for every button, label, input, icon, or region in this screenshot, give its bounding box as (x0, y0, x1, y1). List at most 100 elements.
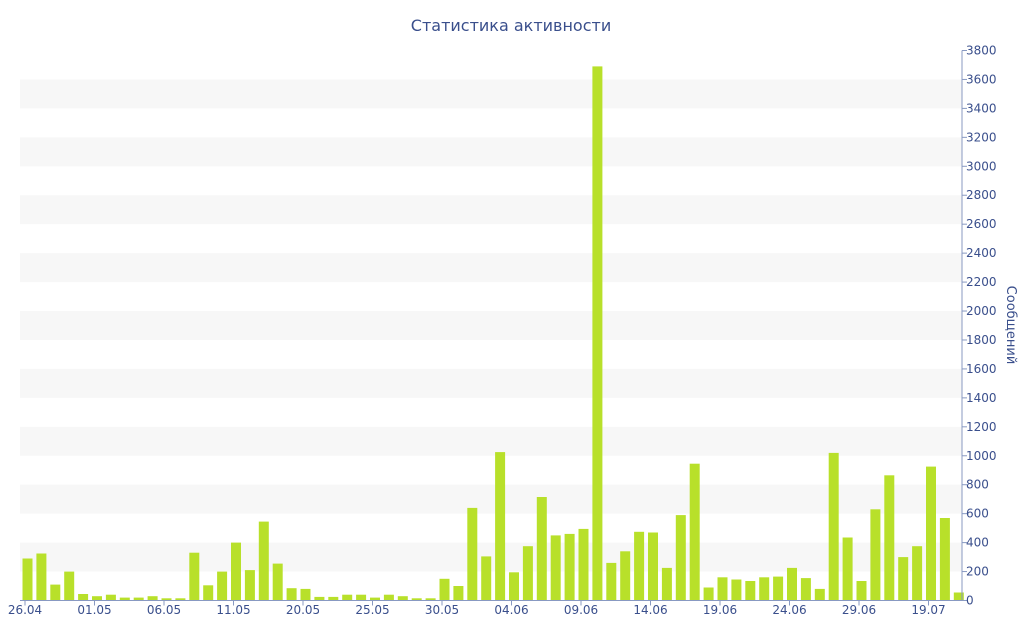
bar (926, 466, 936, 601)
bar (536, 497, 547, 601)
y-tick-label: 2200 (966, 275, 997, 289)
bar (648, 532, 658, 601)
bar (745, 581, 756, 601)
y-tick-label: 600 (966, 507, 989, 521)
y-tick-label: 1400 (966, 391, 997, 405)
bar (898, 557, 909, 601)
bar (550, 535, 561, 601)
y-axis-label: Сообщений (1003, 286, 1018, 365)
bar (64, 571, 75, 601)
x-tick-label: 11.05 (216, 603, 250, 617)
bar (258, 521, 269, 601)
bar (147, 596, 158, 601)
bar (592, 66, 603, 601)
bar (383, 594, 394, 601)
x-tick-label: 06.05 (147, 603, 181, 617)
bar (953, 592, 964, 601)
bar (634, 531, 645, 601)
bar (787, 567, 797, 601)
x-tick-label: 04.06 (494, 603, 528, 617)
grid-band (20, 79, 962, 109)
x-tick-label: 30.05 (425, 603, 459, 617)
bar (912, 546, 923, 601)
grid-band (20, 137, 962, 167)
bar (397, 596, 408, 601)
bar (189, 552, 200, 601)
y-tick-label: 2400 (966, 246, 997, 260)
y-tick-label: 200 (966, 565, 989, 579)
grid-band (20, 484, 962, 514)
y-tick-label: 3400 (966, 101, 997, 115)
bar (92, 596, 102, 601)
bar (133, 597, 144, 601)
y-tick-label: 3200 (966, 130, 997, 144)
bar (703, 587, 714, 601)
bar (411, 598, 422, 601)
bar (50, 584, 61, 601)
bar (522, 546, 533, 601)
y-tick-label: 1600 (966, 362, 997, 376)
bar (564, 533, 575, 601)
x-axis: 26.04 01.05 06.05 11.05 20.05 25.05 30.05 04.06… (8, 600, 962, 617)
bar (342, 594, 353, 601)
bar (939, 518, 950, 601)
x-tick-label: 14.06 (633, 603, 667, 617)
grid-band (20, 368, 962, 398)
bar (453, 586, 464, 601)
y-axis: 0 200 400 600 800 1000 1200 1400 1600 1800 2000 220… (961, 44, 997, 608)
bar (105, 594, 116, 601)
bar (286, 588, 297, 601)
bar (731, 579, 742, 601)
bar (175, 598, 186, 601)
bar (759, 577, 770, 601)
bar (620, 551, 631, 601)
y-tick-label: 1000 (966, 449, 997, 463)
x-tick-label: 29.06 (842, 603, 876, 617)
bar (717, 577, 728, 601)
grid-band (20, 195, 962, 225)
bar (606, 562, 617, 601)
bar (119, 597, 130, 601)
x-tick-label: 19.06 (703, 603, 737, 617)
x-tick-label: 25.05 (355, 603, 389, 617)
bar (814, 588, 825, 601)
bar (828, 452, 839, 601)
bar (314, 596, 325, 601)
bar (675, 515, 686, 601)
bar (578, 528, 589, 601)
bars (22, 66, 964, 601)
bar (661, 567, 672, 601)
x-tick-label: 24.06 (772, 603, 806, 617)
bar (244, 570, 255, 601)
bar (78, 594, 89, 601)
y-tick-label: 3000 (966, 159, 997, 173)
y-tick-label: 2600 (966, 217, 997, 231)
grid-band (20, 253, 962, 283)
bar (856, 581, 867, 601)
bar (161, 598, 172, 601)
y-tick-label: 400 (966, 536, 989, 550)
bar (231, 542, 241, 601)
y-tick-label: 1200 (966, 420, 997, 434)
bar (884, 475, 895, 601)
bar (22, 558, 33, 601)
y-tick-label: 0 (966, 594, 974, 608)
bar (509, 572, 519, 601)
x-tick-label: 26.04 (8, 603, 42, 617)
y-tick-label: 3600 (966, 72, 997, 86)
grid-bands (20, 79, 962, 572)
y-tick-label: 3800 (966, 44, 997, 58)
bar (481, 556, 492, 601)
bar (689, 463, 700, 601)
bar (842, 537, 853, 601)
bar (800, 578, 811, 601)
bar (36, 553, 47, 601)
bar (439, 578, 450, 601)
y-tick-label: 2800 (966, 188, 997, 202)
y-tick-label: 800 (966, 478, 989, 492)
grid-band (20, 311, 962, 340)
y-tick-label: 2000 (966, 304, 997, 318)
x-tick-label: 19.07 (911, 603, 945, 617)
